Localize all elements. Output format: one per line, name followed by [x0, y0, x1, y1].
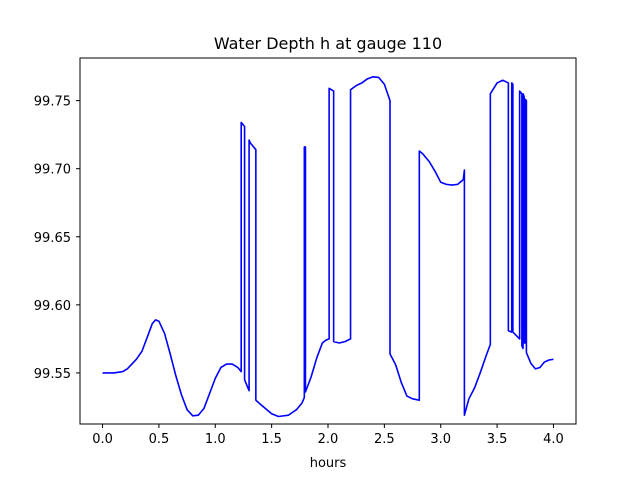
axis-ticks: 0.0 0.5 1.0 1.5 2.0 2.5 3.0 3.5 4.0 99.55 99.60 99.… [34, 95, 564, 447]
x-tick-label: 3.5 [487, 432, 508, 447]
y-tick-label: 99.75 [34, 95, 71, 110]
plot-frame [79, 57, 577, 425]
chart-title: Water Depth h at gauge 110 [214, 34, 442, 53]
x-tick-label: 3.0 [430, 432, 451, 447]
x-tick-label: 1.5 [261, 432, 282, 447]
x-tick-label: 4.0 [543, 432, 564, 447]
x-tick-label: 2.5 [374, 432, 395, 447]
x-tick-label: 1.0 [205, 432, 226, 447]
y-tick-label: 99.60 [34, 299, 71, 314]
x-tick-label: 2.0 [318, 432, 339, 447]
x-tick-label: 0.0 [92, 432, 113, 447]
y-tick-label: 99.65 [34, 231, 71, 246]
series-line [102, 75, 554, 418]
x-tick-label: 0.5 [149, 432, 170, 447]
y-tick-label: 99.70 [34, 163, 71, 178]
y-tick-label: 99.55 [34, 367, 71, 382]
series-layer [102, 75, 554, 418]
x-axis-label: hours [310, 456, 347, 471]
